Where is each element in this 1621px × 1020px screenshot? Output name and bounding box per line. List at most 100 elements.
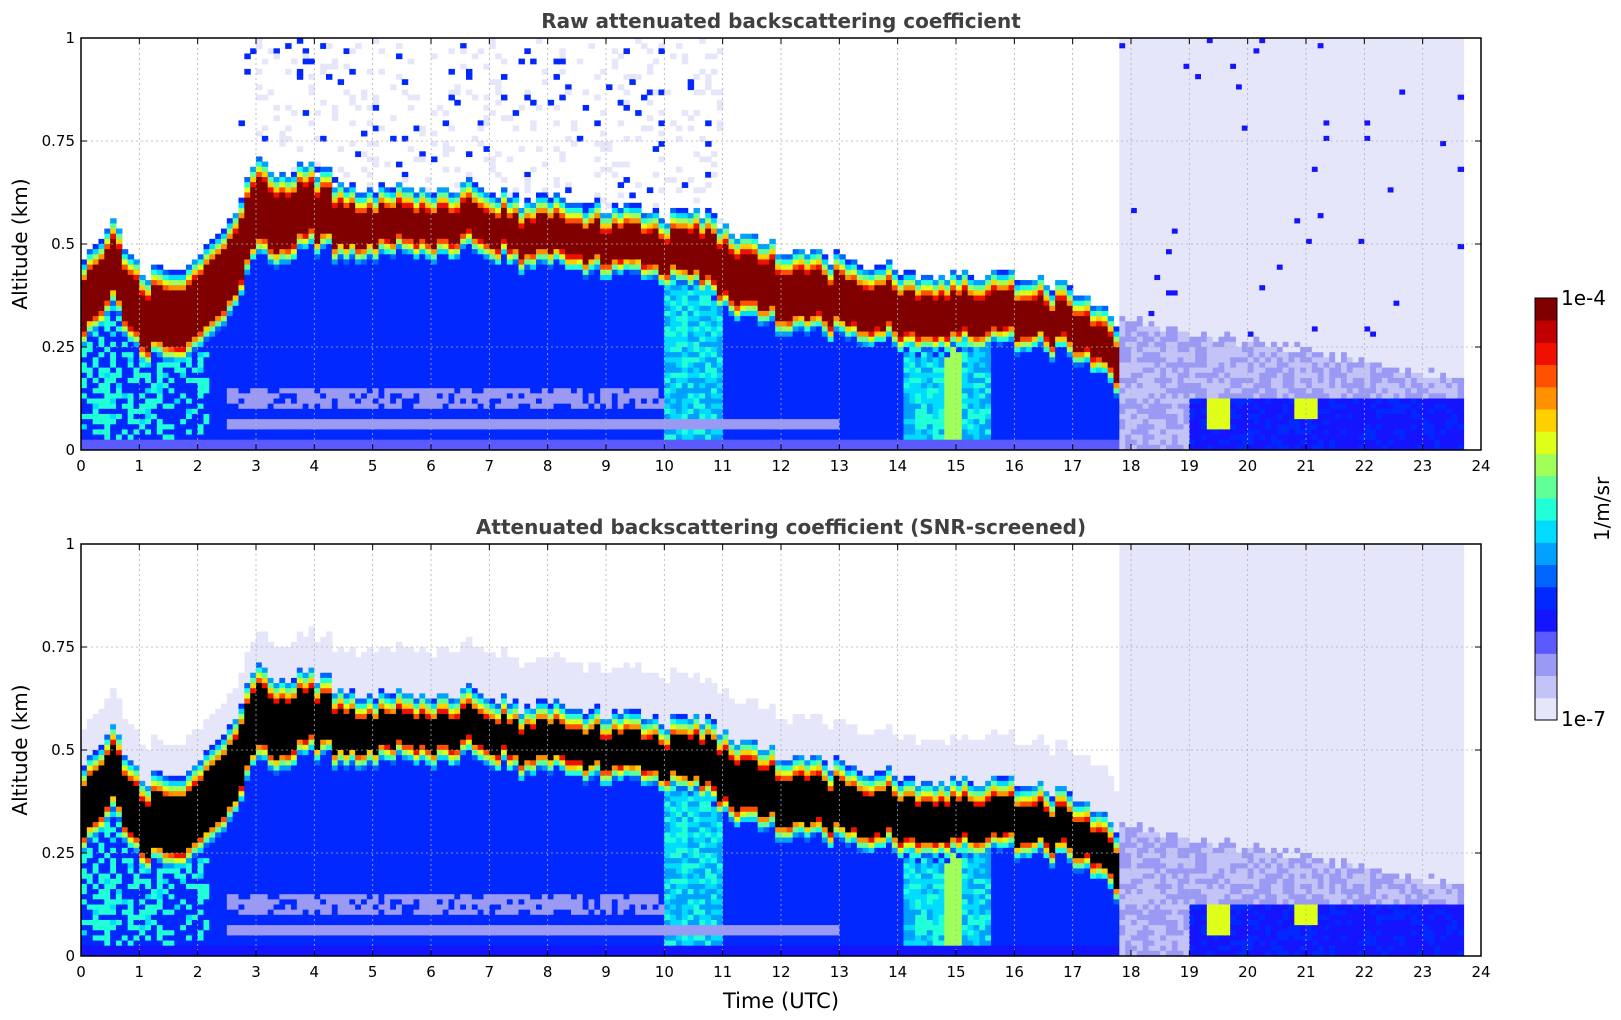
heatmap-cell bbox=[588, 290, 595, 297]
heatmap-cell bbox=[197, 383, 205, 389]
heatmap-cell bbox=[273, 429, 280, 436]
heatmap-cell bbox=[116, 331, 123, 338]
heatmap-cell bbox=[285, 434, 292, 441]
heatmap-cell bbox=[460, 228, 467, 235]
heatmap-cell bbox=[384, 244, 391, 250]
heatmap-cell bbox=[524, 347, 531, 353]
heatmap-cell bbox=[617, 393, 625, 400]
heatmap-cell bbox=[133, 274, 140, 281]
heatmap-cell bbox=[559, 403, 566, 410]
heatmap-cell bbox=[267, 372, 275, 379]
heatmap-cell bbox=[471, 192, 479, 199]
heatmap-cell bbox=[238, 429, 245, 436]
heatmap-cell bbox=[401, 434, 409, 441]
heatmap-cell bbox=[483, 264, 490, 271]
heatmap-cell bbox=[349, 352, 356, 358]
heatmap-cell bbox=[267, 300, 275, 307]
heatmap-cell bbox=[547, 300, 555, 307]
heatmap-cell bbox=[454, 244, 461, 250]
heatmap-cell bbox=[559, 408, 566, 415]
heatmap-cell bbox=[250, 48, 257, 55]
heatmap-cell bbox=[518, 398, 525, 405]
heatmap-cell bbox=[127, 259, 135, 266]
heatmap-cell bbox=[460, 393, 467, 400]
heatmap-cell bbox=[302, 398, 310, 405]
heatmap-cell bbox=[652, 223, 660, 230]
heatmap-cell bbox=[623, 347, 630, 353]
heatmap-cell bbox=[407, 197, 415, 204]
heatmap-cell bbox=[244, 383, 251, 389]
heatmap-cell bbox=[629, 341, 636, 348]
heatmap-cell bbox=[226, 388, 234, 394]
heatmap-cell bbox=[495, 259, 502, 266]
heatmap-cell bbox=[261, 305, 269, 312]
heatmap-cell bbox=[524, 300, 531, 307]
heatmap-cell bbox=[547, 269, 555, 276]
heatmap-cell bbox=[617, 259, 625, 266]
heatmap-cell bbox=[180, 331, 187, 338]
heatmap-cell bbox=[320, 326, 327, 333]
heatmap-cell bbox=[495, 89, 502, 96]
heatmap-cell bbox=[501, 403, 508, 410]
heatmap-cell bbox=[156, 419, 164, 425]
heatmap-cell bbox=[162, 336, 170, 343]
heatmap-cell bbox=[180, 310, 187, 317]
heatmap-cell bbox=[442, 259, 450, 266]
heatmap-cell bbox=[594, 120, 601, 127]
heatmap-cell bbox=[261, 249, 269, 255]
heatmap-cell bbox=[156, 367, 164, 374]
heatmap-cell bbox=[197, 336, 205, 343]
heatmap-cell bbox=[209, 254, 216, 261]
heatmap-cell bbox=[600, 285, 607, 291]
heatmap-cell bbox=[553, 238, 560, 245]
heatmap-cell bbox=[378, 408, 385, 415]
heatmap-cell bbox=[553, 310, 560, 317]
heatmap-cell bbox=[384, 393, 391, 400]
heatmap-cell bbox=[489, 316, 496, 322]
heatmap-cell bbox=[238, 316, 245, 322]
heatmap-cell bbox=[594, 444, 601, 450]
heatmap-cell bbox=[378, 347, 385, 353]
heatmap-cell bbox=[436, 104, 444, 111]
heatmap-cell bbox=[366, 341, 374, 348]
heatmap-cell bbox=[302, 187, 310, 194]
heatmap-cell bbox=[98, 362, 105, 369]
heatmap-cell bbox=[594, 192, 601, 199]
heatmap-cell bbox=[576, 135, 584, 142]
heatmap-cell bbox=[221, 408, 228, 415]
heatmap-cell bbox=[331, 285, 339, 291]
heatmap-cell bbox=[320, 408, 327, 415]
heatmap-cell bbox=[547, 336, 555, 343]
heatmap-cell bbox=[203, 388, 210, 394]
heatmap-cell bbox=[536, 104, 543, 111]
heatmap-cell bbox=[384, 424, 391, 430]
heatmap-cell bbox=[524, 238, 531, 245]
heatmap-cell bbox=[565, 135, 572, 142]
heatmap-cell bbox=[98, 321, 105, 327]
heatmap-cell bbox=[641, 341, 648, 348]
heatmap-cell bbox=[483, 444, 490, 450]
heatmap-cell bbox=[221, 377, 228, 384]
heatmap-cell bbox=[349, 336, 356, 343]
heatmap-cell bbox=[302, 352, 310, 358]
heatmap-cell bbox=[197, 398, 205, 405]
heatmap-cell bbox=[209, 419, 216, 425]
heatmap-cell bbox=[419, 269, 426, 276]
heatmap-cell bbox=[594, 357, 601, 364]
heatmap-cell bbox=[559, 434, 566, 441]
heatmap-cell bbox=[489, 192, 496, 199]
heatmap-cell bbox=[279, 207, 286, 214]
heatmap-cell bbox=[559, 244, 566, 250]
heatmap-cell bbox=[203, 331, 210, 338]
heatmap-cell bbox=[279, 372, 286, 379]
heatmap-cell bbox=[366, 280, 374, 286]
heatmap-cell bbox=[600, 146, 607, 152]
heatmap-cell bbox=[646, 341, 654, 348]
heatmap-cell bbox=[396, 254, 403, 261]
heatmap-cell bbox=[104, 429, 111, 436]
heatmap-cell bbox=[279, 187, 286, 194]
heatmap-cell bbox=[110, 341, 117, 348]
heatmap-cell bbox=[518, 352, 525, 358]
heatmap-cell bbox=[594, 274, 601, 281]
heatmap-cell bbox=[86, 254, 94, 261]
